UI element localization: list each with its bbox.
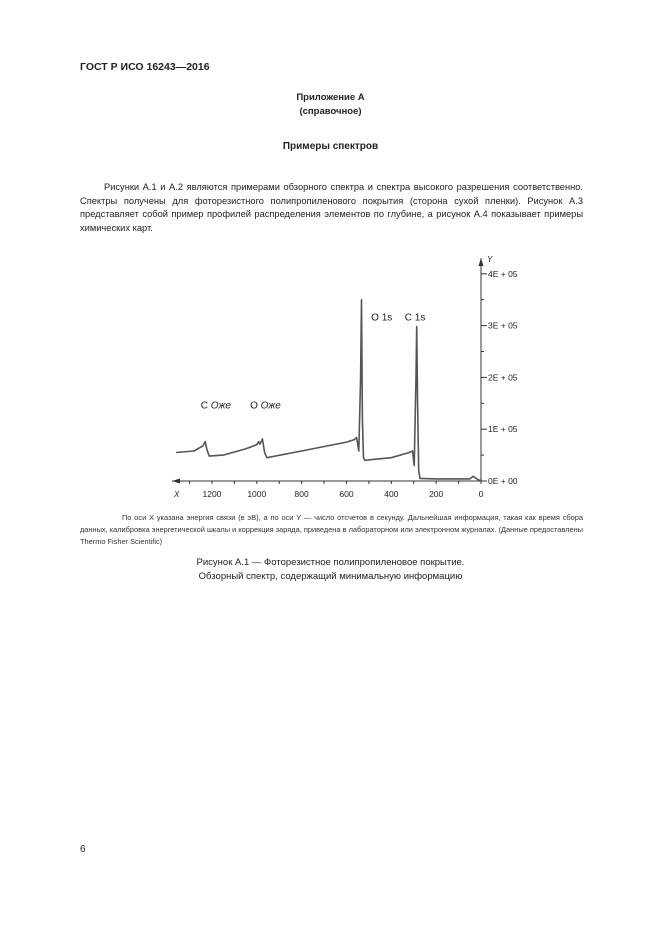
- peak-label: C 1s: [405, 312, 426, 323]
- y-tick-label: 3E + 05: [488, 321, 518, 331]
- figure-caption: Рисунок А.1 — Фоторезистное полипропилен…: [0, 556, 661, 584]
- peak-label-auger: Оже: [261, 400, 282, 411]
- annex-heading: Приложение А (справочное): [0, 91, 661, 119]
- x-tick-label: 1200: [202, 489, 221, 499]
- peak-label-element: C 1s: [405, 312, 426, 323]
- y-tick-label: 2E + 05: [488, 372, 518, 382]
- peak-label-auger: Оже: [211, 400, 232, 411]
- figure-caption-line1: Рисунок А.1 — Фоторезистное полипропилен…: [196, 557, 465, 568]
- y-tick-label: 4E + 05: [488, 269, 518, 279]
- figure-caption-line2: Обзорный спектр, содержащий минимальную …: [198, 571, 463, 582]
- x-tick-label: 0: [479, 489, 484, 499]
- page-number: 6: [80, 844, 86, 855]
- document-header: ГОСТ Р ИСО 16243—2016: [80, 61, 210, 73]
- chart-ticks: 1200 1000 800 600 400 200 0 0E + 00 1E + 05 2E + …: [189, 269, 518, 499]
- x-tick-label: 1000: [247, 489, 266, 499]
- peak-label: C Оже: [201, 400, 232, 411]
- x-tick-label: 200: [429, 489, 443, 499]
- x-axis-arrow: [172, 478, 180, 484]
- annex-title: Приложение А: [296, 92, 365, 103]
- annex-type: (справочное): [299, 106, 362, 117]
- x-tick-label: 800: [295, 489, 309, 499]
- section-title: Примеры спектров: [282, 141, 379, 152]
- y-axis-arrow: [478, 258, 484, 266]
- peak-label-element: O: [250, 400, 261, 411]
- y-tick-label: 0E + 00: [488, 476, 518, 486]
- x-tick-label: 600: [339, 489, 353, 499]
- y-axis-label: Y: [487, 255, 493, 264]
- peak-label-element: O 1s: [371, 312, 392, 323]
- x-axis-label: X: [173, 490, 180, 499]
- x-tick-label: 400: [384, 489, 398, 499]
- peak-label: O Оже: [250, 400, 281, 411]
- chart-axes: YX: [172, 255, 493, 499]
- y-tick-label: 1E + 05: [488, 424, 518, 434]
- peak-label: O 1s: [371, 312, 392, 323]
- figure-note: По оси X указана энергия связи (в эВ), а…: [80, 513, 583, 546]
- series-line: [176, 298, 482, 482]
- peak-label-element: C: [201, 400, 211, 411]
- body-paragraph: Рисунки А.1 и А.2 являются примерами обз…: [80, 182, 583, 233]
